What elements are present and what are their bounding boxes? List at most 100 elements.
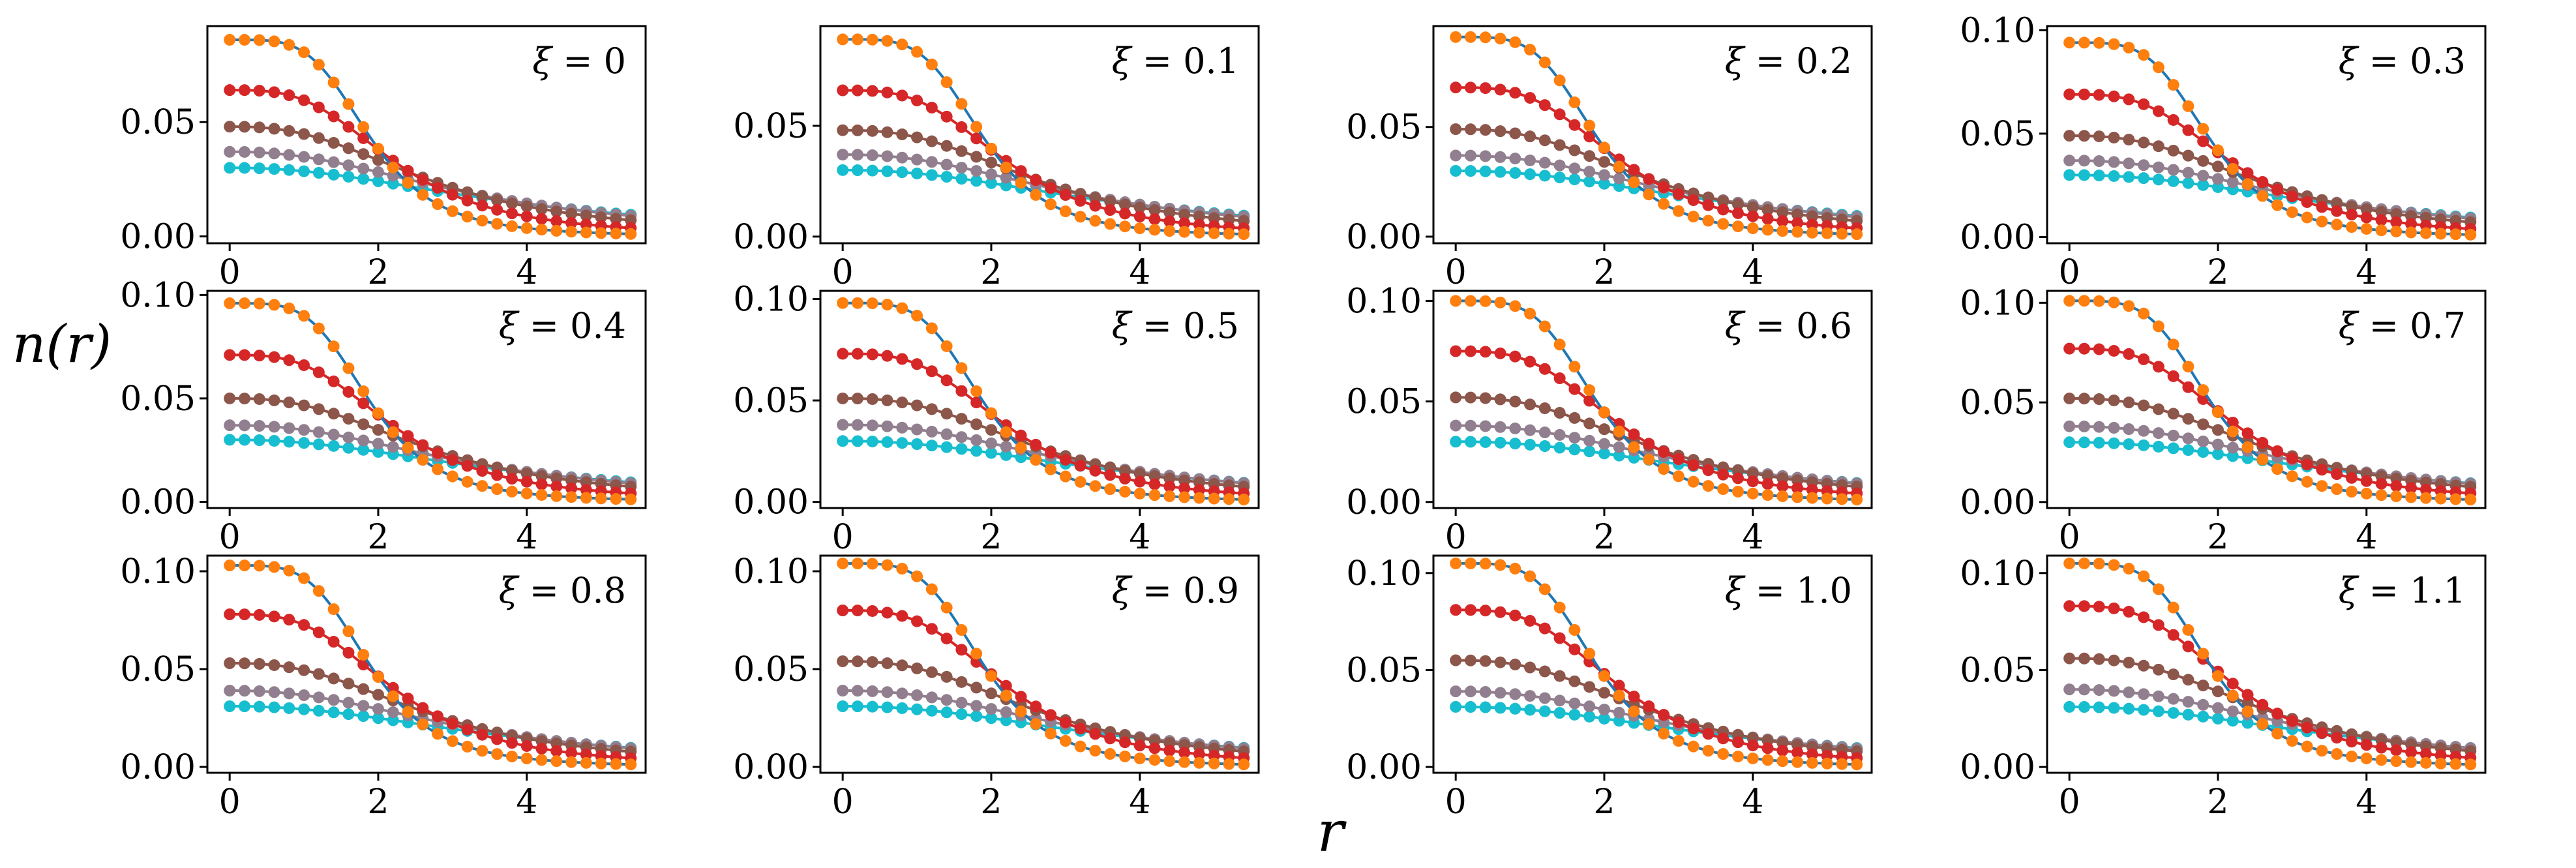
data-point xyxy=(342,431,355,443)
data-point xyxy=(940,670,953,683)
data-point xyxy=(2241,689,2254,701)
data-point xyxy=(970,418,983,430)
data-point xyxy=(550,224,563,237)
data-point xyxy=(1717,468,1730,481)
data-point xyxy=(1538,665,1551,678)
y-tick-label: 0.00 xyxy=(120,748,196,787)
data-point xyxy=(2138,399,2150,412)
data-point xyxy=(372,689,384,701)
data-point xyxy=(1163,225,1176,237)
data-point xyxy=(2241,178,2254,190)
data-point xyxy=(224,84,236,97)
data-point xyxy=(595,757,607,770)
data-point xyxy=(1538,583,1551,595)
data-point xyxy=(2093,653,2105,665)
series-line xyxy=(843,128,1244,222)
data-point xyxy=(1509,438,1521,450)
data-point xyxy=(2375,224,2388,237)
data-point xyxy=(2093,89,2105,101)
data-point xyxy=(1553,632,1566,644)
data-point xyxy=(1806,210,1818,222)
data-point xyxy=(1178,208,1191,220)
data-point xyxy=(881,606,893,619)
data-point xyxy=(1687,194,1700,206)
data-point xyxy=(2138,136,2150,149)
data-point xyxy=(955,431,968,443)
data-point xyxy=(491,194,503,206)
data-point xyxy=(610,758,622,770)
data-point xyxy=(2123,348,2135,360)
data-point xyxy=(402,441,414,454)
data-point xyxy=(1030,188,1042,201)
data-point xyxy=(327,408,340,420)
y-tick-label: 0.00 xyxy=(1346,218,1422,257)
data-point xyxy=(851,435,863,447)
data-point xyxy=(2152,583,2164,595)
data-point xyxy=(2123,42,2135,54)
data-point xyxy=(535,224,548,236)
data-point xyxy=(2138,659,2150,672)
series-line xyxy=(1456,299,1857,501)
data-point xyxy=(2197,418,2209,430)
data-point xyxy=(1643,453,1655,466)
data-point xyxy=(837,84,849,97)
panel-frame xyxy=(2046,290,2487,509)
data-point xyxy=(2093,295,2105,307)
data-point xyxy=(1524,92,1536,104)
data-point xyxy=(327,428,340,441)
data-point xyxy=(1568,383,1581,395)
data-point xyxy=(1524,154,1536,166)
y-tick-label: 0.00 xyxy=(733,748,809,787)
data-point xyxy=(1761,224,1774,236)
y-tick-label: 0.05 xyxy=(120,380,196,419)
data-point xyxy=(985,437,997,449)
data-point xyxy=(520,740,533,752)
data-point xyxy=(2078,701,2090,713)
data-point xyxy=(1163,472,1176,485)
data-point xyxy=(1494,125,1506,138)
data-point xyxy=(940,140,953,152)
data-point xyxy=(2301,211,2313,224)
data-point xyxy=(1238,758,1250,771)
data-point xyxy=(2138,307,2150,320)
data-point xyxy=(1479,605,1491,617)
data-point xyxy=(837,348,849,360)
data-point xyxy=(2138,688,2150,700)
data-point xyxy=(1074,740,1086,753)
data-point xyxy=(1208,492,1220,505)
y-tick-label: 0.00 xyxy=(120,217,196,256)
x-tick-label: 2 xyxy=(1593,518,1615,557)
data-point xyxy=(298,664,310,676)
data-point xyxy=(911,615,923,627)
data-point xyxy=(2434,749,2447,762)
data-point xyxy=(2078,169,2090,181)
series-s1 xyxy=(1450,557,1863,771)
data-point xyxy=(1059,205,1071,218)
data-point xyxy=(2138,49,2150,61)
data-point xyxy=(1089,192,1101,204)
data-point xyxy=(881,299,893,311)
data-point xyxy=(283,702,295,714)
data-point xyxy=(1538,427,1551,439)
series-line xyxy=(230,424,631,485)
series-s2 xyxy=(837,348,1250,500)
data-point xyxy=(1464,123,1476,136)
data-point xyxy=(2464,228,2477,241)
data-point xyxy=(476,745,488,757)
data-point xyxy=(1553,74,1566,87)
data-point xyxy=(2063,37,2076,49)
data-point xyxy=(985,168,997,181)
data-point xyxy=(2167,707,2179,719)
data-point xyxy=(881,657,893,670)
y-tick-label: 0.05 xyxy=(1960,383,2035,423)
data-point xyxy=(2078,600,2090,612)
data-point xyxy=(298,424,310,436)
panel-7: 0 2 4 0.00 0.05 0.10 ξ = 0.6 xyxy=(1346,282,1873,557)
data-point xyxy=(2138,425,2150,437)
data-point xyxy=(1045,463,1057,475)
data-point xyxy=(2345,221,2358,233)
data-point xyxy=(312,585,325,597)
data-point xyxy=(1074,211,1086,223)
y-tick-label: 0.00 xyxy=(1346,483,1422,522)
data-point xyxy=(298,689,310,702)
